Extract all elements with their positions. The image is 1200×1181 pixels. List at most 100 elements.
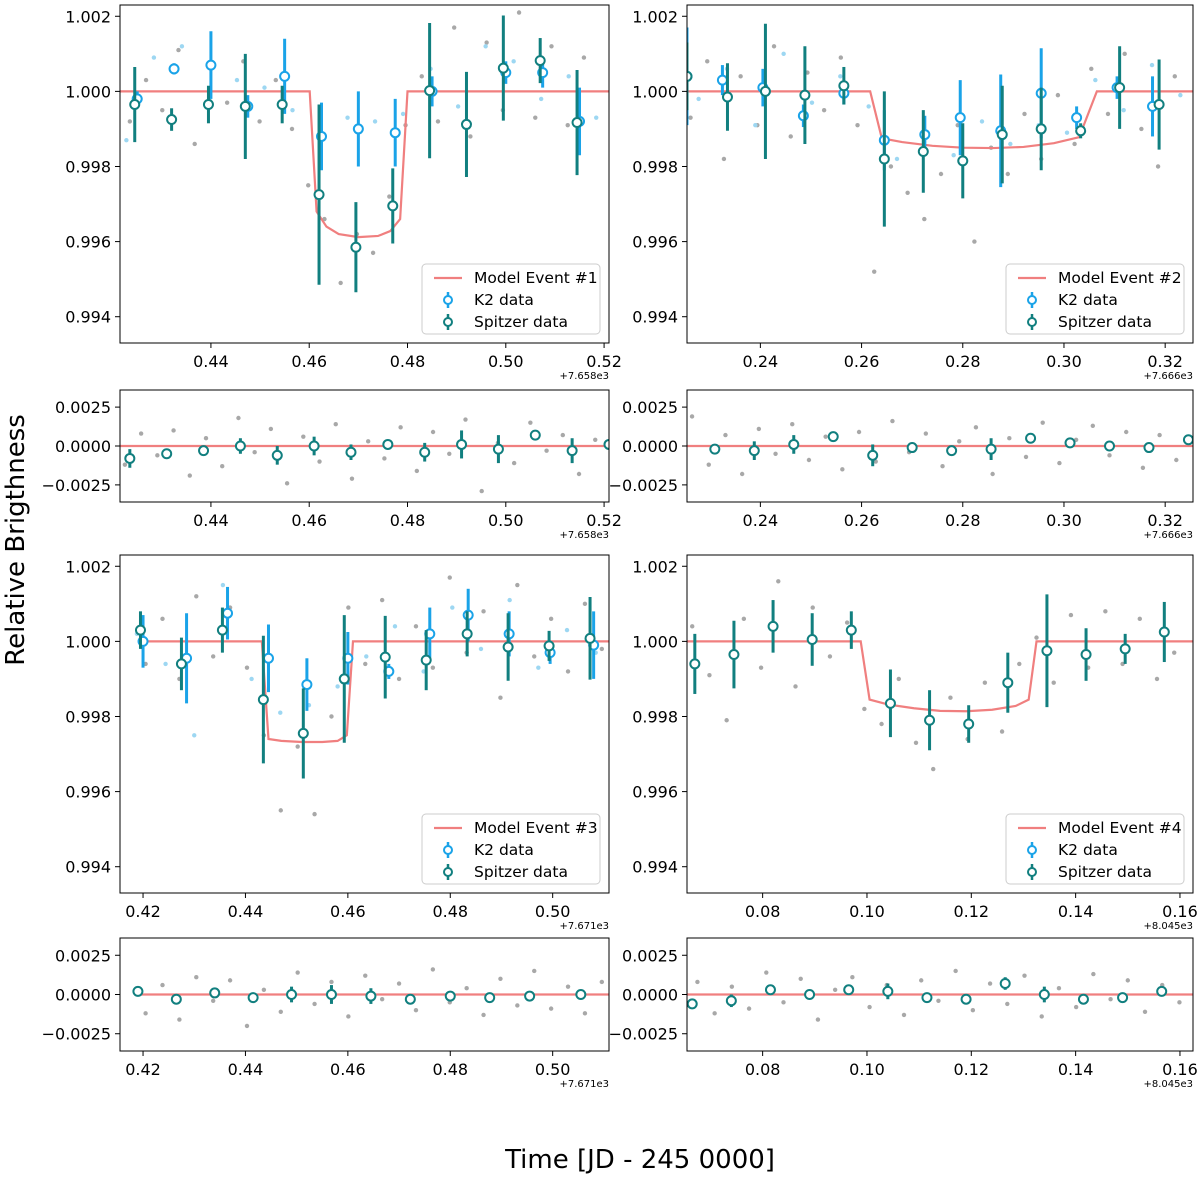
spitzer-point	[1153, 99, 1165, 111]
y-tick-label: 1.002	[632, 557, 678, 576]
k2-raw-point	[192, 733, 197, 738]
k2-point	[954, 112, 966, 124]
raw-point	[1172, 74, 1177, 79]
k2-raw-point	[372, 119, 378, 124]
raw-point	[690, 624, 695, 629]
legend-marker-handle	[1027, 867, 1037, 877]
legend-marker-handle	[1027, 317, 1037, 327]
spitzer-point	[804, 989, 816, 1000]
raw-point	[210, 998, 216, 1003]
raw-point	[688, 115, 693, 120]
raw-point	[236, 415, 241, 421]
spitzer-point	[709, 443, 721, 455]
spitzer-point	[1114, 82, 1126, 94]
raw-point	[349, 476, 355, 481]
spitzer-point	[543, 640, 555, 652]
x-tick-label: 0.48	[432, 1060, 468, 1079]
k2-raw-point	[866, 104, 871, 109]
raw-point	[396, 981, 402, 986]
raw-point	[143, 77, 149, 83]
raw-point	[838, 55, 844, 60]
spitzer-point	[845, 624, 857, 636]
k2-raw-point	[220, 582, 226, 588]
y-tick-label: 0.998	[65, 157, 111, 176]
legend-entry: K2 data	[1058, 841, 1118, 859]
k2-raw-point	[538, 96, 544, 102]
y-tick-label: 0.0025	[55, 946, 111, 965]
k2-raw-point	[278, 710, 283, 715]
raw-point	[1017, 661, 1022, 667]
k2-raw-point	[478, 646, 484, 652]
spitzer-point	[838, 80, 850, 92]
raw-point	[532, 654, 537, 659]
raw-point	[1068, 612, 1074, 618]
x-tick-label: 0.42	[125, 1060, 161, 1079]
x-tick-label: 0.28	[945, 352, 981, 371]
y-tick-label: 0.0000	[55, 437, 111, 456]
k2-raw-point	[400, 111, 406, 117]
spitzer-point	[924, 714, 936, 726]
raw-point	[729, 984, 735, 989]
spitzer-point	[806, 634, 818, 645]
k2-raw-point	[1064, 130, 1070, 135]
spitzer-point	[350, 241, 362, 253]
legend-entry: Spitzer data	[1058, 313, 1152, 331]
spitzer-point	[484, 992, 496, 1004]
x-tick-label: 0.16	[1162, 1060, 1198, 1079]
x-tick-label: 0.32	[1147, 352, 1183, 371]
spitzer-point	[382, 438, 394, 450]
spitzer-point	[1117, 992, 1129, 1004]
raw-point	[413, 624, 419, 629]
spitzer-point	[575, 989, 587, 1000]
y-tick-label: 0.0000	[622, 437, 678, 456]
raw-point	[1040, 420, 1045, 425]
k2-point	[352, 123, 364, 135]
spitzer-point	[788, 438, 800, 450]
spitzer-point	[271, 449, 283, 461]
raw-point	[268, 426, 274, 432]
y-tick-label: 1.000	[65, 82, 111, 101]
raw-point	[301, 434, 306, 439]
spitzer-point	[1035, 123, 1047, 135]
raw-point	[498, 976, 503, 982]
k2-point	[1071, 112, 1083, 124]
raw-point	[582, 601, 588, 607]
k2-point	[389, 127, 401, 139]
raw-point	[244, 665, 250, 670]
k2-raw-point	[511, 59, 516, 64]
raw-point	[1108, 997, 1113, 1002]
raw-point	[953, 968, 958, 974]
event3-residuals: 0.42 0.44 0.46 0.48 0.50 0.0025 0.0000 −0.0025 +…	[42, 937, 610, 1090]
axes-frame	[686, 4, 1194, 344]
raw-point	[746, 1006, 752, 1011]
legend-marker-handle	[443, 295, 453, 305]
raw-point	[1172, 650, 1177, 655]
k2-raw-point	[564, 627, 570, 633]
spitzer-point	[313, 189, 325, 201]
raw-point	[972, 239, 977, 244]
spitzer-point	[247, 992, 259, 1004]
raw-point	[1090, 423, 1096, 428]
raw-point	[923, 431, 929, 436]
spitzer-point	[999, 978, 1011, 990]
raw-point	[1125, 978, 1130, 983]
raw-point	[143, 1011, 148, 1016]
axes-frame	[686, 554, 1194, 894]
raw-point	[867, 1004, 872, 1010]
x-tick-label: 0.50	[535, 1060, 571, 1079]
axes-frame	[119, 554, 610, 894]
spitzer-point	[827, 431, 839, 443]
k2-raw-point	[536, 665, 541, 670]
raw-point	[565, 984, 571, 989]
y-tick-label: 0.994	[65, 308, 111, 327]
x-tick-label: 0.14	[1058, 902, 1094, 921]
raw-point	[127, 119, 133, 124]
x-tick-label: 0.14	[1058, 1060, 1094, 1079]
raw-point	[1120, 661, 1125, 667]
y-tick-label: −0.0025	[42, 1025, 111, 1044]
x-tick-label: 0.30	[1046, 511, 1082, 530]
event4-residuals: 0.08 0.10 0.12 0.14 0.16 0.0025 0.0000 −0.0025 +…	[609, 937, 1198, 1090]
raw-point	[194, 975, 199, 980]
raw-point	[922, 216, 927, 222]
k2-raw-point	[809, 100, 815, 105]
